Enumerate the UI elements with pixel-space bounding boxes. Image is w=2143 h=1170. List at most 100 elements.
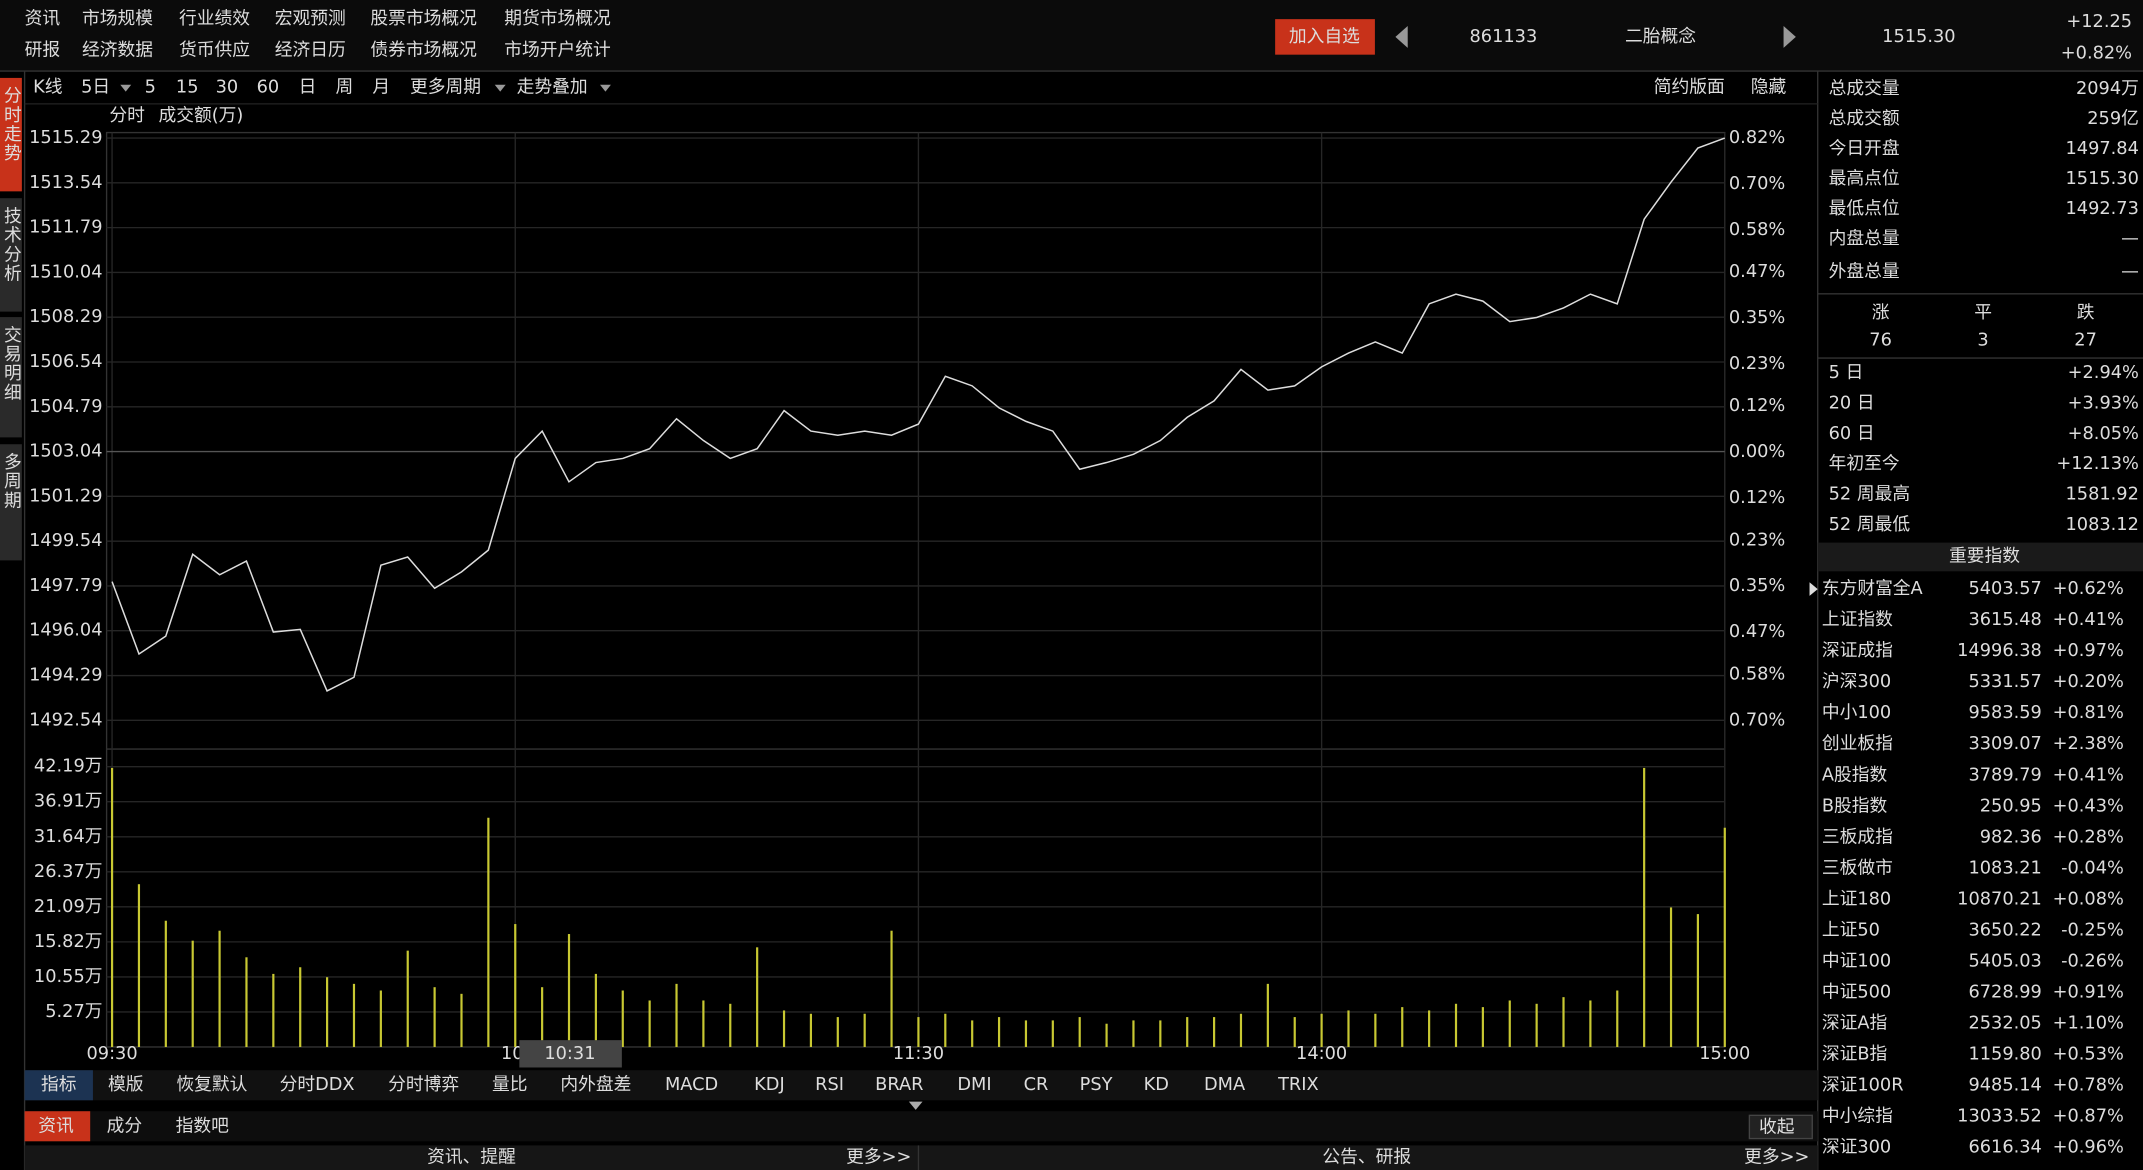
- side-tab-bg[interactable]: [0, 317, 22, 438]
- add-button[interactable]: 加入自选: [1289, 26, 1360, 47]
- menu-item[interactable]: 债券市场概况: [370, 40, 477, 61]
- prev-arrow[interactable]: [1395, 25, 1408, 48]
- side-tab-bg[interactable]: [0, 77, 22, 192]
- news-tab[interactable]: 成分: [107, 1115, 143, 1136]
- index-value[interactable]: 2532.05: [1968, 1013, 2041, 1033]
- index-name[interactable]: 创业板指: [1822, 733, 1893, 754]
- collapse-button[interactable]: 收起: [1759, 1117, 1795, 1138]
- index-value[interactable]: 3615.48: [1968, 610, 2041, 630]
- index-value[interactable]: 6728.99: [1968, 982, 2041, 1002]
- more-link[interactable]: 更多>>: [846, 1147, 911, 1168]
- index-value[interactable]: 250.95: [1980, 796, 2042, 816]
- index-change[interactable]: +2.38%: [2053, 734, 2124, 754]
- index-value[interactable]: 3789.79: [1968, 765, 2041, 785]
- toolbar-item[interactable]: 日: [299, 77, 317, 97]
- index-change[interactable]: -0.26%: [2061, 951, 2124, 971]
- index-name[interactable]: 深证B指: [1822, 1044, 1887, 1065]
- toolbar-item[interactable]: K线: [33, 76, 63, 97]
- dropdown-arrow[interactable]: [120, 84, 132, 92]
- index-change[interactable]: +0.20%: [2053, 672, 2124, 692]
- menu-item[interactable]: 经济日历: [275, 40, 346, 61]
- indicator-tab[interactable]: BRAR: [875, 1075, 923, 1095]
- menu-item[interactable]: 研报: [25, 40, 61, 61]
- indicator-tab[interactable]: 分时DDX: [280, 1074, 355, 1095]
- index-value[interactable]: 3650.22: [1968, 920, 2041, 940]
- index-value[interactable]: 5403.57: [1968, 579, 2041, 599]
- indicator-tab[interactable]: 恢复默认: [176, 1074, 247, 1095]
- index-change[interactable]: +0.78%: [2053, 1076, 2124, 1096]
- side-tab[interactable]: 分时走势: [1, 86, 22, 163]
- index-value[interactable]: 5331.57: [1968, 672, 2041, 692]
- index-name[interactable]: 深证A指: [1822, 1012, 1887, 1033]
- dropdown-arrow[interactable]: [494, 84, 506, 92]
- index-value[interactable]: 5405.03: [1968, 951, 2041, 971]
- toolbar-item[interactable]: 5日: [81, 77, 110, 97]
- index-name[interactable]: 沪深300: [1822, 671, 1891, 692]
- indicator-tab[interactable]: PSY: [1080, 1075, 1113, 1095]
- side-tab-bg[interactable]: [0, 444, 22, 561]
- splitter[interactable]: [908, 1101, 923, 1110]
- index-change[interactable]: +0.41%: [2053, 610, 2124, 630]
- index-change[interactable]: +0.43%: [2053, 796, 2124, 816]
- index-name[interactable]: 中证500: [1822, 981, 1891, 1002]
- toolbar-item[interactable]: 更多周期: [410, 76, 481, 97]
- index-change[interactable]: +0.96%: [2053, 1138, 2124, 1158]
- indicator-tab[interactable]: DMA: [1204, 1075, 1245, 1095]
- side-tab[interactable]: 多周期: [1, 452, 22, 510]
- index-value[interactable]: 1159.80: [1968, 1045, 2041, 1065]
- index-change[interactable]: +0.91%: [2053, 982, 2124, 1002]
- index-name[interactable]: 深证成指: [1822, 640, 1893, 661]
- index-change[interactable]: +1.10%: [2053, 1013, 2124, 1033]
- add-button-bg[interactable]: [1275, 19, 1375, 55]
- index-value[interactable]: 982.36: [1980, 827, 2042, 847]
- index-name[interactable]: 三板成指: [1822, 826, 1893, 847]
- index-change[interactable]: -0.25%: [2061, 920, 2124, 940]
- indicator-tab[interactable]: CR: [1024, 1075, 1049, 1095]
- indicator-tab[interactable]: TRIX: [1277, 1075, 1319, 1095]
- index-change[interactable]: +0.81%: [2053, 703, 2124, 723]
- index-value[interactable]: 6616.34: [1968, 1138, 2041, 1158]
- index-change[interactable]: +0.62%: [2053, 579, 2124, 599]
- side-tab-bg[interactable]: [0, 198, 22, 312]
- index-name[interactable]: 上证50: [1822, 919, 1880, 940]
- news-tab[interactable]: 指数吧: [176, 1115, 229, 1136]
- menu-item[interactable]: 经济数据: [82, 40, 153, 61]
- indicator-tab[interactable]: KDJ: [754, 1075, 785, 1095]
- menu-item[interactable]: 资讯: [25, 8, 61, 29]
- index-name[interactable]: 三板做市: [1822, 857, 1893, 878]
- index-value[interactable]: 9485.14: [1968, 1076, 2041, 1096]
- indicator-tab[interactable]: 指标: [41, 1074, 77, 1095]
- index-change[interactable]: +0.08%: [2053, 889, 2124, 909]
- index-name[interactable]: 中小综指: [1822, 1106, 1893, 1127]
- menu-item[interactable]: 期货市场概况: [504, 8, 611, 29]
- menu-item[interactable]: 行业绩效: [179, 8, 250, 29]
- toolbar-item[interactable]: 5: [145, 77, 156, 97]
- index-name[interactable]: 中证100: [1822, 950, 1891, 971]
- indicator-tab[interactable]: 量比: [492, 1074, 528, 1095]
- index-value[interactable]: 10870.21: [1957, 889, 2042, 909]
- index-change[interactable]: +0.97%: [2053, 641, 2124, 661]
- index-change[interactable]: -0.04%: [2061, 858, 2124, 878]
- indicator-tab[interactable]: 模版: [108, 1074, 144, 1095]
- index-name[interactable]: 深证300: [1822, 1137, 1891, 1158]
- menu-item[interactable]: 货币供应: [179, 40, 250, 61]
- dropdown-arrow[interactable]: [599, 84, 611, 92]
- index-name[interactable]: 东方财富全A: [1822, 578, 1923, 599]
- index-name[interactable]: A股指数: [1822, 764, 1888, 785]
- index-value[interactable]: 1083.21: [1968, 858, 2041, 878]
- toolbar-item[interactable]: 15: [176, 77, 199, 97]
- toolbar-item[interactable]: 月: [372, 77, 390, 97]
- indicator-tab[interactable]: 分时博弈: [388, 1074, 459, 1095]
- indicator-tab[interactable]: DMI: [957, 1075, 991, 1095]
- next-arrow[interactable]: [1783, 25, 1796, 48]
- index-value[interactable]: 3309.07: [1968, 734, 2041, 754]
- toolbar-item[interactable]: 周: [336, 77, 354, 97]
- menu-item[interactable]: 市场规模: [82, 8, 153, 29]
- indicator-tab[interactable]: 内外盘差: [560, 1074, 631, 1095]
- index-change[interactable]: +0.28%: [2053, 827, 2124, 847]
- toolbar-item[interactable]: 60: [257, 77, 280, 97]
- index-name[interactable]: 上证指数: [1822, 609, 1893, 630]
- indicator-tab[interactable]: RSI: [815, 1075, 844, 1095]
- more-link[interactable]: 更多>>: [1744, 1147, 1809, 1168]
- index-name[interactable]: 中小100: [1822, 702, 1891, 723]
